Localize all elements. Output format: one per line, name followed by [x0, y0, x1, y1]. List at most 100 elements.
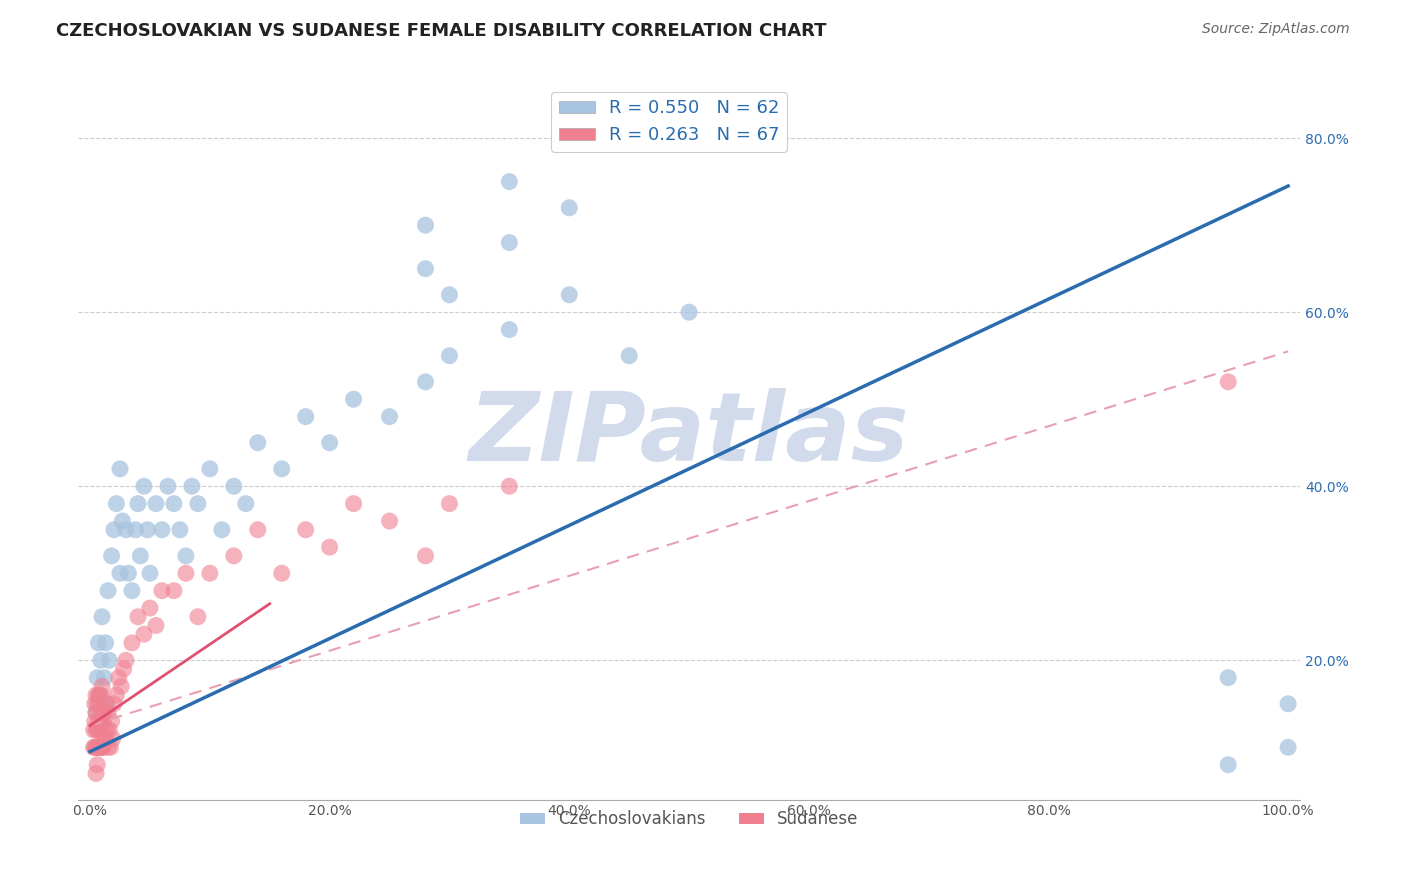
- Point: [84, 706, 107, 720]
- Point: [93, 671, 115, 685]
- Point: [105, 688, 128, 702]
- Point: [84, 740, 107, 755]
- Point: [94, 697, 117, 711]
- Point: [163, 583, 186, 598]
- Point: [415, 375, 437, 389]
- Point: [94, 731, 117, 746]
- Point: [439, 287, 461, 301]
- Point: [318, 540, 340, 554]
- Point: [83, 714, 105, 729]
- Point: [84, 723, 107, 737]
- Point: [211, 523, 233, 537]
- Point: [90, 688, 112, 702]
- Point: [498, 479, 520, 493]
- Point: [163, 497, 186, 511]
- Point: [498, 322, 520, 336]
- Point: [86, 697, 108, 711]
- Point: [108, 566, 131, 581]
- Point: [174, 566, 197, 581]
- Point: [343, 497, 366, 511]
- Point: [96, 723, 118, 737]
- Point: [415, 218, 437, 232]
- Point: [145, 497, 167, 511]
- Point: [498, 175, 520, 189]
- Legend: Czechoslovakians, Sudanese: Czechoslovakians, Sudanese: [513, 804, 865, 835]
- Point: [89, 697, 111, 711]
- Point: [115, 523, 138, 537]
- Point: [117, 566, 139, 581]
- Point: [1277, 740, 1299, 755]
- Point: [294, 409, 316, 424]
- Point: [145, 618, 167, 632]
- Point: [83, 697, 105, 711]
- Point: [91, 723, 114, 737]
- Point: [1277, 697, 1299, 711]
- Point: [93, 731, 115, 746]
- Point: [139, 566, 162, 581]
- Point: [90, 740, 112, 755]
- Point: [415, 549, 437, 563]
- Point: [378, 514, 401, 528]
- Point: [105, 497, 128, 511]
- Point: [93, 706, 115, 720]
- Point: [127, 609, 149, 624]
- Point: [139, 601, 162, 615]
- Point: [1218, 757, 1240, 772]
- Point: [96, 697, 118, 711]
- Point: [100, 740, 122, 755]
- Point: [91, 714, 114, 729]
- Point: [132, 627, 155, 641]
- Point: [1218, 375, 1240, 389]
- Point: [439, 497, 461, 511]
- Point: [124, 523, 146, 537]
- Point: [617, 349, 640, 363]
- Point: [558, 287, 581, 301]
- Point: [87, 740, 110, 755]
- Point: [169, 523, 191, 537]
- Point: [87, 636, 110, 650]
- Point: [1218, 671, 1240, 685]
- Point: [222, 479, 245, 493]
- Point: [100, 714, 122, 729]
- Point: [132, 479, 155, 493]
- Point: [415, 261, 437, 276]
- Point: [115, 653, 138, 667]
- Point: [86, 671, 108, 685]
- Point: [83, 740, 105, 755]
- Point: [87, 714, 110, 729]
- Point: [222, 549, 245, 563]
- Point: [94, 636, 117, 650]
- Point: [97, 740, 120, 755]
- Point: [91, 679, 114, 693]
- Point: [89, 740, 111, 755]
- Point: [136, 523, 159, 537]
- Point: [84, 706, 107, 720]
- Point: [246, 435, 269, 450]
- Point: [100, 549, 122, 563]
- Point: [87, 740, 110, 755]
- Point: [83, 723, 105, 737]
- Point: [246, 523, 269, 537]
- Point: [343, 392, 366, 407]
- Point: [87, 688, 110, 702]
- Point: [150, 583, 173, 598]
- Point: [90, 714, 112, 729]
- Point: [112, 662, 135, 676]
- Point: [498, 235, 520, 250]
- Point: [91, 714, 114, 729]
- Point: [107, 671, 129, 685]
- Text: CZECHOSLOVAKIAN VS SUDANESE FEMALE DISABILITY CORRELATION CHART: CZECHOSLOVAKIAN VS SUDANESE FEMALE DISAB…: [56, 22, 827, 40]
- Point: [439, 349, 461, 363]
- Point: [558, 201, 581, 215]
- Point: [101, 731, 124, 746]
- Text: ZIPatlas: ZIPatlas: [468, 387, 910, 481]
- Point: [127, 497, 149, 511]
- Point: [678, 305, 700, 319]
- Text: Source: ZipAtlas.com: Source: ZipAtlas.com: [1202, 22, 1350, 37]
- Point: [98, 653, 121, 667]
- Point: [97, 706, 120, 720]
- Point: [91, 706, 114, 720]
- Point: [270, 566, 292, 581]
- Point: [91, 740, 114, 755]
- Point: [97, 583, 120, 598]
